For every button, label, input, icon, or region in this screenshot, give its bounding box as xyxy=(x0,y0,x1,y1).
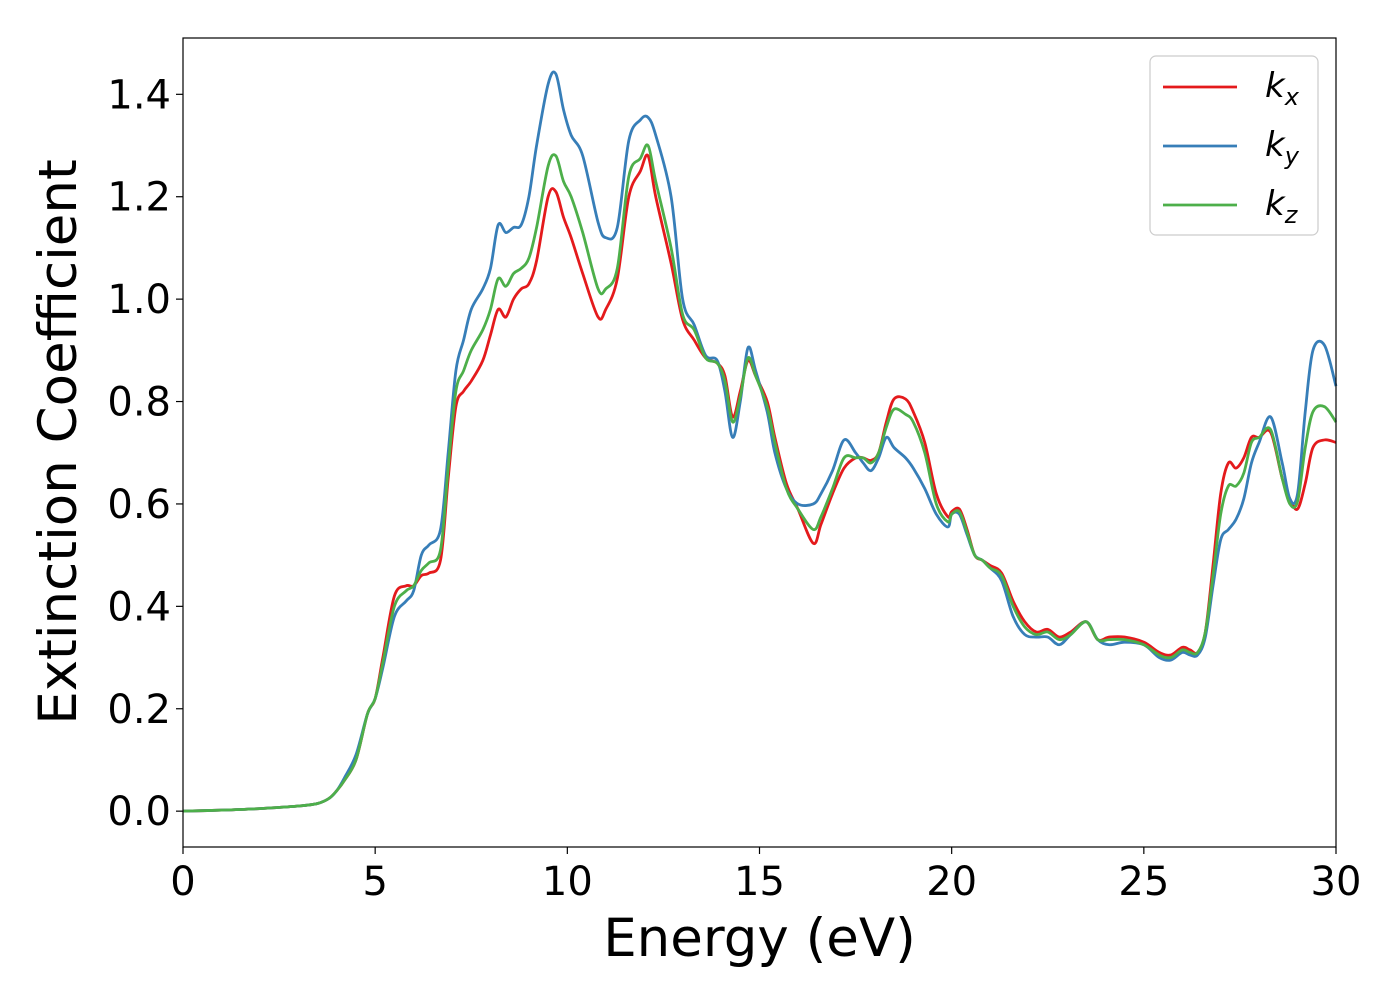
y-axis-label: Extinction Coefficient xyxy=(28,159,89,725)
x-tick-label: 25 xyxy=(1118,859,1169,905)
y-tick-label: 1.0 xyxy=(107,277,171,323)
x-tick-label: 20 xyxy=(926,859,977,905)
y-tick-label: 0.4 xyxy=(107,584,171,630)
x-axis-label: Energy (eV) xyxy=(603,908,916,969)
x-axis-ticks: 0 5 10 15 20 25 30 xyxy=(170,847,1361,905)
x-tick-label: 0 xyxy=(170,859,195,905)
x-tick-label: 5 xyxy=(362,859,387,905)
y-tick-label: 0.8 xyxy=(107,380,171,426)
x-tick-label: 30 xyxy=(1311,859,1362,905)
legend-label-kx: kx xyxy=(1265,66,1300,111)
x-tick-label: 15 xyxy=(734,859,785,905)
legend-label-ky: ky xyxy=(1265,125,1300,170)
plot-background xyxy=(183,38,1336,847)
y-tick-label: 0.2 xyxy=(107,687,171,733)
series-layer xyxy=(182,70,1338,813)
y-tick-label: 0.0 xyxy=(107,789,171,835)
series-line-kz xyxy=(182,143,1338,813)
y-tick-label: 0.6 xyxy=(107,482,171,528)
y-tick-label: 1.4 xyxy=(107,72,171,118)
legend: kx ky kz xyxy=(1149,55,1319,236)
y-tick-label: 1.2 xyxy=(107,175,171,221)
x-tick-label: 10 xyxy=(542,859,593,905)
legend-label-kz: kz xyxy=(1265,184,1299,229)
y-axis-ticks: 0.0 0.2 0.4 0.6 0.8 1.0 1.2 1.4 xyxy=(107,72,183,835)
